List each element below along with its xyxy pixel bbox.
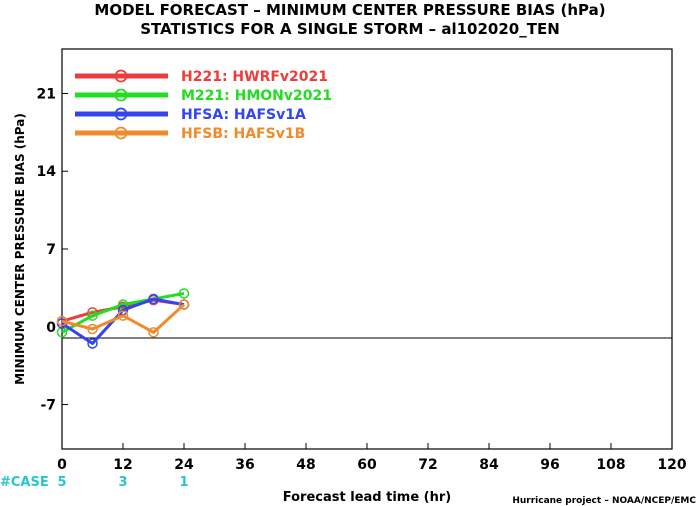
x-axis-label: Forecast lead time (hr) xyxy=(283,490,451,505)
legend-marker xyxy=(114,88,128,102)
y-tick-label: 7 xyxy=(46,242,56,258)
series-point-1 xyxy=(178,288,190,299)
legend-label: HFSA: HAFSv1A xyxy=(181,107,306,123)
chart-subtitle: STATISTICS FOR A SINGLE STORM – al102020… xyxy=(140,20,560,38)
series-point-2 xyxy=(148,293,159,305)
x-tick-label: 12 xyxy=(113,457,132,473)
legend-marker xyxy=(114,69,128,83)
x-tick-label: 96 xyxy=(540,457,559,473)
plot-frame xyxy=(61,48,673,450)
series-point-3 xyxy=(117,310,129,321)
series-point-3 xyxy=(148,327,159,338)
x-tick-label: 48 xyxy=(296,457,315,473)
y-tick-label: 0 xyxy=(46,320,56,336)
series-point-3 xyxy=(87,323,98,335)
series-group xyxy=(56,288,190,349)
x-tick-label: 120 xyxy=(657,457,686,473)
case-count: 3 xyxy=(118,475,127,490)
credit-text: Hurricane project – NOAA/NCEP/EMC xyxy=(512,496,696,506)
case-count: 5 xyxy=(57,475,66,490)
legend-marker xyxy=(114,126,128,140)
chart-title: MODEL FORECAST – MINIMUM CENTER PRESSURE… xyxy=(94,1,605,19)
x-tick-label: 84 xyxy=(479,457,499,473)
y-tick-label: 21 xyxy=(37,86,56,102)
x-axis: 0 12 24 36 48 60 72 84 96 108 120 xyxy=(57,443,687,473)
series-line-2 xyxy=(61,297,185,345)
series-point-3 xyxy=(56,315,68,327)
legend: H221: HWRFv2021 M221: HMONv2021 HFSA: HAFS… xyxy=(75,69,332,142)
series-point-3 xyxy=(178,299,190,310)
series-point-1 xyxy=(87,310,98,321)
case-count: 1 xyxy=(179,475,188,490)
x-tick-label: 60 xyxy=(357,457,377,473)
legend-label: H221: HWRFv2021 xyxy=(181,69,328,85)
x-tick-label: 108 xyxy=(596,457,625,473)
y-axis-label: MINIMUM CENTER PRESSURE BIAS (hPa) xyxy=(13,113,27,385)
series-line-1 xyxy=(61,291,185,334)
y-tick-label: -7 xyxy=(40,398,56,414)
y-tick-label: 14 xyxy=(37,164,57,180)
x-tick-label: 72 xyxy=(418,457,437,473)
series-line-3 xyxy=(61,303,186,334)
case-label: #CASE xyxy=(0,475,49,490)
x-tick-label: 36 xyxy=(235,457,254,473)
legend-label: HFSB: HAFSv1B xyxy=(181,126,305,142)
x-tick-label: 0 xyxy=(57,457,67,473)
x-tick-label: 24 xyxy=(174,457,194,473)
series-point-2 xyxy=(87,338,98,349)
y-axis: 21 14 7 0 -7 xyxy=(37,86,68,414)
case-counts: #CASE 5 3 1 xyxy=(0,475,189,490)
legend-label: M221: HMONv2021 xyxy=(181,88,332,104)
legend-marker xyxy=(114,107,128,121)
